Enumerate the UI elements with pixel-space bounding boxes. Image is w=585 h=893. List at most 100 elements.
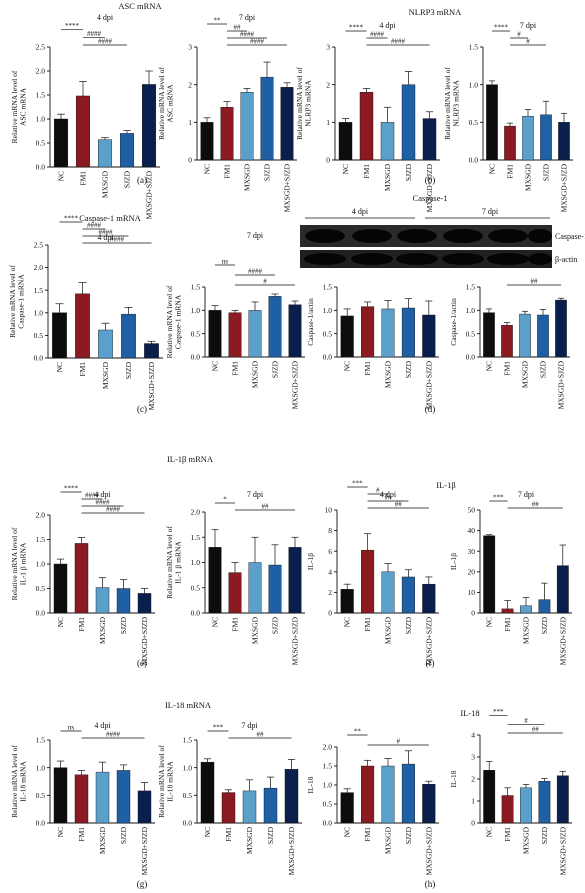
bar-mxsgd bbox=[242, 790, 257, 824]
significance-label: **** bbox=[494, 24, 509, 32]
y-axis-label: IL-1 β mRNA bbox=[174, 541, 183, 584]
y-axis-label: NLRP3 mRNA bbox=[452, 80, 461, 127]
significance-label: **** bbox=[64, 485, 79, 493]
x-tick-label: MXSGD bbox=[98, 826, 107, 854]
panel-letter-c: (c) bbox=[137, 404, 147, 414]
y-tick-label: 2 bbox=[328, 588, 332, 597]
y-axis-label: ASC mRNA bbox=[19, 87, 28, 126]
significance-label: # bbox=[396, 738, 400, 746]
x-tick-label: MXSGD bbox=[243, 163, 252, 191]
y-tick-label: 1.5 bbox=[36, 91, 46, 100]
section-title-nlrp3: NLRP3 mRNA bbox=[409, 7, 463, 17]
x-tick-label: MXSGD+SJZD bbox=[140, 616, 149, 665]
bar-sjzd bbox=[540, 114, 552, 161]
bar-mxsgd bbox=[97, 139, 113, 168]
chart-caspprot7: 0.0 0.5 1.0 1.5 Caspase-1/actin NC FM1 MXSGD SJZ… bbox=[449, 278, 570, 409]
bar-sjzd bbox=[538, 781, 551, 824]
x-tick-label: FM1 bbox=[223, 164, 232, 179]
y-axis-label: Relative mRNA level of bbox=[295, 67, 304, 140]
y-tick-label: 1.5 bbox=[191, 533, 201, 542]
y-tick-label: 1.0 bbox=[34, 308, 44, 317]
y-tick-label: 0.5 bbox=[191, 329, 201, 338]
significance-label: #### bbox=[87, 222, 102, 230]
chart-title: 7 dpi bbox=[247, 490, 264, 499]
significance-label: ** bbox=[354, 728, 362, 736]
y-tick-label: 0.5 bbox=[191, 583, 201, 592]
y-tick-label: 4 bbox=[471, 731, 475, 740]
chart-title: 4 dpi bbox=[97, 13, 114, 22]
bar-fm1 bbox=[361, 306, 375, 358]
significance-label: #### bbox=[99, 229, 114, 237]
y-axis-label: Relative mRNA level of bbox=[165, 285, 174, 358]
section-title-il18-protein: IL-18 bbox=[460, 708, 479, 718]
bar-mxsgd bbox=[381, 308, 395, 358]
y-tick-label: 0 bbox=[188, 156, 192, 165]
chart-title: 4 dpi bbox=[97, 233, 114, 242]
y-tick-label: 0.0 bbox=[469, 156, 479, 165]
x-tick-label: MXSGD bbox=[101, 170, 110, 198]
section-title-asc: ASC mRNA bbox=[118, 1, 162, 11]
panel-letter-a: (a) bbox=[137, 175, 147, 185]
y-axis-label: IL-18 mRNA bbox=[19, 761, 28, 802]
y-tick-label: 1 bbox=[471, 797, 475, 806]
x-tick-label: MXSGD bbox=[383, 163, 392, 191]
x-tick-label: NC bbox=[341, 164, 350, 174]
y-tick-label: 0 bbox=[328, 609, 332, 618]
y-tick-label: 3 bbox=[471, 753, 475, 762]
bar-nc bbox=[53, 563, 68, 614]
x-tick-label: MXSGD+SJZD bbox=[425, 163, 434, 212]
y-axis-label: IL-1β bbox=[306, 553, 315, 570]
bar-nc bbox=[483, 312, 495, 358]
bar-fm1 bbox=[359, 91, 374, 161]
x-tick-label: MXSGD bbox=[384, 826, 393, 854]
y-tick-label: 0 bbox=[326, 156, 330, 165]
y-tick-label: 1.0 bbox=[183, 763, 193, 772]
bar-sjzd bbox=[401, 84, 416, 161]
significance-label: ## bbox=[395, 501, 403, 509]
y-tick-label: 6 bbox=[328, 547, 332, 556]
bar-mxsgd-sjzd bbox=[422, 314, 436, 358]
y-tick-label: 2.0 bbox=[36, 67, 46, 76]
y-tick-label: 0.5 bbox=[323, 329, 333, 338]
y-tick-label: 1.0 bbox=[469, 80, 479, 89]
y-tick-label: 2.0 bbox=[191, 508, 201, 517]
y-tick-label: 10 bbox=[468, 588, 476, 597]
x-tick-label: MXSGD bbox=[251, 616, 260, 644]
x-tick-label: FM1 bbox=[77, 827, 86, 842]
bar-fm1 bbox=[221, 792, 236, 824]
y-axis-label: Caspase-1/actin bbox=[306, 298, 315, 346]
x-tick-label: MXSGD+SJZD bbox=[145, 170, 154, 219]
x-tick-label: MXSGD bbox=[521, 360, 530, 388]
blot-timepoint-4dpi: 4 dpi bbox=[352, 207, 369, 216]
western-blot: 4 dpi 7 dpi Caspase-1 β-actin bbox=[300, 207, 585, 268]
chart-casp7: 7 dpi 0.0 0.5 1.0 1.5 Relative mRNA level of C… bbox=[165, 231, 305, 409]
bar-mxsgd-sjzd bbox=[556, 565, 569, 614]
y-tick-label: 2 bbox=[188, 80, 192, 89]
x-tick-label: NC bbox=[343, 361, 352, 371]
bar-mxsgd-sjzd bbox=[556, 775, 569, 824]
significance-label: *** bbox=[493, 708, 504, 716]
y-axis-label: Relative mRNA level of bbox=[157, 67, 166, 140]
x-tick-label: MXSGD+SJZD bbox=[291, 360, 300, 409]
y-axis-label: Relative mRNA level of bbox=[10, 70, 19, 143]
bar-sjzd bbox=[116, 588, 131, 614]
significance-label: #### bbox=[87, 30, 102, 38]
chart-title: 4 dpi bbox=[94, 721, 111, 730]
y-tick-label: 10 bbox=[325, 506, 333, 515]
x-tick-label: FM1 bbox=[363, 361, 372, 376]
significance-label: ## bbox=[262, 503, 270, 511]
y-tick-label: 1.0 bbox=[323, 306, 333, 315]
x-tick-label: FM1 bbox=[363, 827, 372, 842]
bar-mxsgd bbox=[380, 122, 395, 161]
significance-label: # bbox=[517, 31, 521, 39]
x-tick-label: SJZD bbox=[540, 616, 549, 634]
x-tick-label: SJZD bbox=[404, 826, 413, 844]
bar-mxsgd-sjzd bbox=[280, 87, 294, 161]
bar-fm1 bbox=[75, 293, 90, 359]
x-tick-label: NC bbox=[56, 617, 65, 627]
x-tick-label: FM1 bbox=[362, 164, 371, 179]
bar-sjzd bbox=[119, 133, 135, 168]
x-tick-label: MXSGD bbox=[98, 616, 107, 644]
chart-il1bp4: 4 dpi 0 2 4 6 8 10 IL-1β NC FM1 MXSGD SJZD MXSGD+SJZ… bbox=[306, 480, 439, 665]
